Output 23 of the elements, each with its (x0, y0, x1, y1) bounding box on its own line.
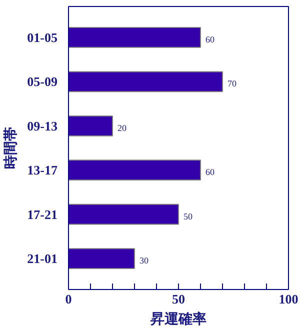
y-tick-label: 17-21 (27, 206, 58, 222)
y-tick-label: 13-17 (27, 162, 58, 178)
x-tick-label: 100 (278, 292, 298, 306)
bar (68, 115, 113, 136)
data-label: 50 (184, 211, 193, 222)
y-tick-label: 01-05 (27, 30, 58, 45)
data-label: 60 (206, 34, 215, 44)
data-label: 20 (118, 122, 127, 133)
y-tick-label: 05-09 (27, 74, 58, 90)
bar (68, 160, 201, 181)
data-label: 70 (228, 78, 237, 89)
bar (68, 248, 135, 269)
data-label: 60 (206, 167, 215, 178)
y-tick-label: 21-01 (27, 251, 58, 266)
bar (68, 27, 201, 48)
x-axis-title: 昇運確率 (150, 310, 206, 328)
x-tick-label: 50 (172, 292, 185, 306)
x-tick-label: 0 (65, 292, 72, 306)
bar (68, 71, 223, 92)
bar (68, 204, 179, 225)
y-axis-title: 時間帯 (3, 127, 20, 169)
y-tick-label: 09-13 (27, 118, 58, 134)
data-label: 30 (140, 256, 149, 266)
